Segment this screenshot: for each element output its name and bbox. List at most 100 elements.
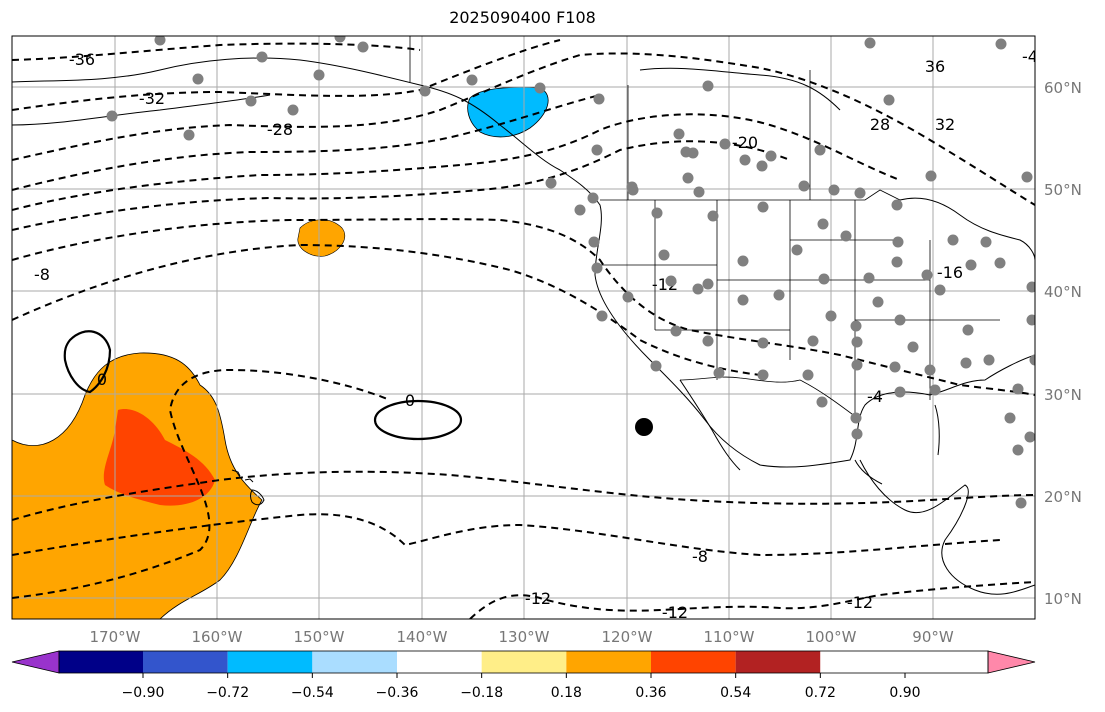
station-dot	[872, 296, 884, 308]
station-dot	[682, 172, 694, 184]
station-dot	[357, 41, 369, 53]
station-dot	[850, 412, 862, 424]
map-title: 2025090400 F108	[449, 8, 596, 27]
borders	[409, 36, 1000, 421]
station-dot	[737, 294, 749, 306]
station-dot	[1015, 497, 1027, 509]
contour-label: 32	[935, 115, 955, 134]
colorbar-cell	[312, 651, 397, 673]
lon-label: 90°W	[912, 628, 954, 646]
station-dot	[719, 138, 731, 150]
station-dot	[256, 51, 268, 63]
station-dot	[980, 236, 992, 248]
colorbar-extend-high	[987, 650, 1036, 674]
station-dot	[891, 256, 903, 268]
station-dot	[983, 354, 995, 366]
lat-label: 10°N	[1044, 590, 1082, 608]
colorbar-tick-label: 0.54	[720, 685, 751, 701]
station-dot	[1024, 431, 1035, 443]
station-dot	[962, 324, 974, 336]
lon-label: 150°W	[294, 628, 345, 646]
station-dot	[798, 180, 810, 192]
station-dot	[588, 236, 600, 248]
station-dot	[665, 275, 677, 287]
station-dot	[883, 94, 895, 106]
coastlines	[12, 57, 1035, 595]
current-location-dot	[635, 418, 653, 436]
station-dot	[891, 199, 903, 211]
station-dot	[651, 207, 663, 219]
station-dot	[816, 396, 828, 408]
station-dot	[693, 186, 705, 198]
colorbar-ticks: −0.90 −0.72 −0.54 −0.36 −0.18 0.18 0.36 0.54 0.7…	[122, 673, 921, 701]
station-dot	[765, 150, 777, 162]
station-dot	[593, 93, 605, 105]
colorbar-tick-label: −0.36	[376, 685, 419, 701]
colorbar-cell	[227, 651, 313, 673]
colorbar-cell	[820, 651, 905, 673]
station-dot	[596, 310, 608, 322]
station-dot	[889, 361, 901, 373]
colorbar-tick-label: −0.18	[460, 685, 503, 701]
zero-contours	[63, 330, 463, 441]
station-dot	[818, 273, 830, 285]
contour-label: 28	[870, 115, 890, 134]
colorbar-tick-label: 0.18	[551, 685, 582, 701]
lon-label: 120°W	[602, 628, 653, 646]
station-dot	[851, 428, 863, 440]
contour-label: -28	[267, 120, 293, 139]
lat-label: 60°N	[1044, 79, 1082, 97]
contour-label: -4	[1022, 47, 1038, 66]
station-dot	[817, 218, 829, 230]
station-dot	[466, 74, 478, 86]
colorbar-cell	[651, 651, 736, 673]
longitude-labels: 170°W 160°W 150°W 140°W 130°W 120°W 110°…	[90, 628, 954, 646]
station-dot	[850, 320, 862, 332]
station-dot	[692, 283, 704, 295]
station-dot	[757, 337, 769, 349]
lat-label: 20°N	[1044, 488, 1082, 506]
station-dot	[591, 262, 603, 274]
shade-negative-alaska	[467, 86, 549, 138]
station-dot	[995, 38, 1007, 50]
shaded-anomalies	[12, 86, 549, 619]
station-dot	[707, 210, 719, 222]
station-dot	[828, 184, 840, 196]
colorbar-tick-label: −0.72	[206, 685, 249, 701]
station-dot	[106, 110, 118, 122]
colorbar-cell	[59, 651, 143, 673]
station-dot	[947, 234, 959, 246]
station-dot	[1004, 412, 1016, 424]
station-dot	[702, 80, 714, 92]
station-dot	[994, 257, 1006, 269]
station-dot	[687, 147, 699, 159]
station-dot	[921, 269, 933, 281]
station-dot	[960, 357, 972, 369]
station-dot	[757, 201, 769, 213]
station-dot	[1012, 383, 1024, 395]
station-dot	[894, 386, 906, 398]
contour-label: 0	[97, 370, 107, 389]
contour-label: -36	[69, 50, 95, 69]
contour-label: -12	[662, 603, 688, 622]
lat-label: 40°N	[1044, 283, 1082, 301]
colorbar-cell	[735, 651, 821, 673]
colorbar-extend-low	[11, 650, 60, 674]
contour-labels: -36 -32 -28 -20 -12 -8 0 0 -8 -12 -12 -1…	[34, 47, 1038, 622]
contour-label: 0	[405, 391, 415, 410]
contour-label: -16	[937, 263, 963, 282]
station-dot	[627, 184, 639, 196]
contour-label: -32	[139, 89, 165, 108]
station-dot	[854, 187, 866, 199]
station-dot	[287, 104, 299, 116]
station-dot	[574, 204, 586, 216]
station-dot	[840, 230, 852, 242]
graticule	[12, 36, 1035, 619]
colorbar-tick-label: −0.54	[291, 685, 334, 701]
station-dot	[419, 85, 431, 97]
station-dot	[934, 284, 946, 296]
map-frame	[11, 35, 1036, 620]
station-dot	[756, 160, 768, 172]
station-dot	[713, 367, 725, 379]
